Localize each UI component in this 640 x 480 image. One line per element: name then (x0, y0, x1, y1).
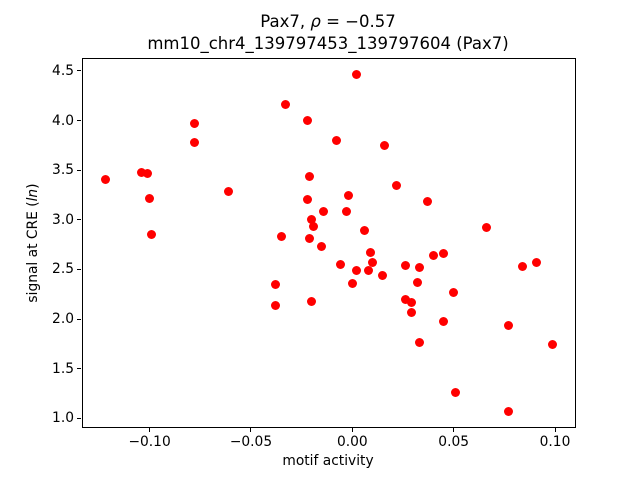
y-tick-mark (77, 268, 81, 270)
chart-title-line2: mm10_chr4_139797453_139797604 (Pax7) (147, 34, 509, 53)
scatter-point (305, 234, 315, 244)
scatter-point (147, 230, 157, 240)
y-tick-label: 2.5 (52, 261, 74, 278)
scatter-point (224, 186, 234, 196)
scatter-point (422, 197, 432, 207)
scatter-point (428, 251, 438, 261)
scatter-point (331, 135, 341, 145)
scatter-point (305, 171, 315, 181)
scatter-point (532, 257, 542, 267)
y-tick-label: 4.0 (52, 112, 74, 129)
x-tick-label: 0.00 (336, 434, 368, 450)
scatter-point (412, 277, 422, 287)
scatter-point (307, 296, 317, 306)
y-tick-label: 2.0 (52, 311, 74, 328)
y-tick-mark (77, 70, 81, 72)
scatter-point (309, 222, 319, 232)
scatter-point (280, 100, 290, 110)
y-axis-label: signal at CRE (ln) (25, 183, 41, 303)
x-tick-label: −0.05 (229, 434, 273, 450)
x-tick-label: −0.10 (128, 434, 171, 450)
scatter-point (366, 248, 376, 258)
scatter-point (335, 259, 345, 269)
scatter-point (351, 265, 361, 275)
scatter-point (414, 262, 424, 272)
title-rho-symbol: ρ (310, 12, 321, 31)
y-tick-label: 3.0 (52, 211, 74, 228)
y-tick-mark (77, 120, 81, 122)
x-axis-label: motif activity (282, 453, 374, 469)
scatter-point (317, 242, 327, 252)
scatter-point (143, 168, 153, 178)
scatter-point (319, 207, 329, 217)
scatter-point (400, 294, 410, 304)
scatter-point (414, 338, 424, 348)
scatter-point (276, 232, 286, 242)
y-tick-mark (77, 219, 81, 221)
scatter-point (303, 195, 313, 205)
scatter-point (270, 279, 280, 289)
plot-area (81, 58, 576, 428)
scatter-point (303, 116, 313, 126)
scatter-point (307, 215, 317, 225)
scatter-point (392, 180, 402, 190)
scatter-point (449, 287, 459, 297)
x-tick-label: 0.05 (438, 434, 470, 450)
scatter-point (189, 137, 199, 147)
scatter-point (359, 226, 369, 236)
scatter-point (137, 167, 146, 177)
scatter-point (351, 70, 361, 80)
scatter-point (406, 297, 416, 307)
y-tick-mark (77, 318, 81, 320)
y-tick-label: 1.5 (52, 360, 74, 377)
x-tick-mark (351, 428, 353, 433)
scatter-point (378, 270, 388, 280)
scatter-point (343, 190, 353, 200)
x-tick-mark (453, 428, 455, 433)
chart-title-line1: Pax7, ρ = −0.57 (147, 11, 508, 33)
x-tick-mark (149, 428, 151, 433)
scatter-point (451, 387, 461, 397)
scatter-point (341, 207, 351, 217)
scatter-point (518, 261, 528, 271)
x-tick-mark (554, 428, 556, 433)
y-tick-mark (77, 417, 81, 419)
scatter-point (270, 300, 280, 310)
scatter-point (439, 316, 449, 326)
y-tick-label: 1.0 (52, 410, 74, 427)
chart-title: Pax7, ρ = −0.57 mm10_chr4_139797453_1397… (147, 11, 508, 55)
scatter-point (189, 119, 199, 129)
y-tick-mark (77, 368, 81, 370)
title-gene-label: Pax7, (260, 12, 311, 31)
y-tick-label: 3.5 (52, 162, 74, 179)
x-tick-mark (250, 428, 252, 433)
scatter-point (439, 249, 449, 259)
x-tick-label: 0.10 (539, 434, 571, 450)
scatter-point (400, 260, 410, 270)
scatter-point (548, 340, 558, 350)
scatter-point (406, 307, 416, 317)
y-tick-mark (77, 169, 81, 171)
scatter-point (368, 257, 378, 267)
scatter-point (503, 406, 513, 416)
scatter-point (100, 174, 110, 184)
scatter-point (364, 265, 374, 275)
scatter-point (380, 140, 390, 150)
title-rho-value: = −0.57 (320, 12, 396, 31)
scatter-point (503, 321, 513, 331)
y-tick-label: 4.5 (52, 62, 74, 79)
scatter-point (481, 223, 491, 233)
scatter-point (145, 193, 155, 203)
scatter-point (347, 278, 357, 288)
